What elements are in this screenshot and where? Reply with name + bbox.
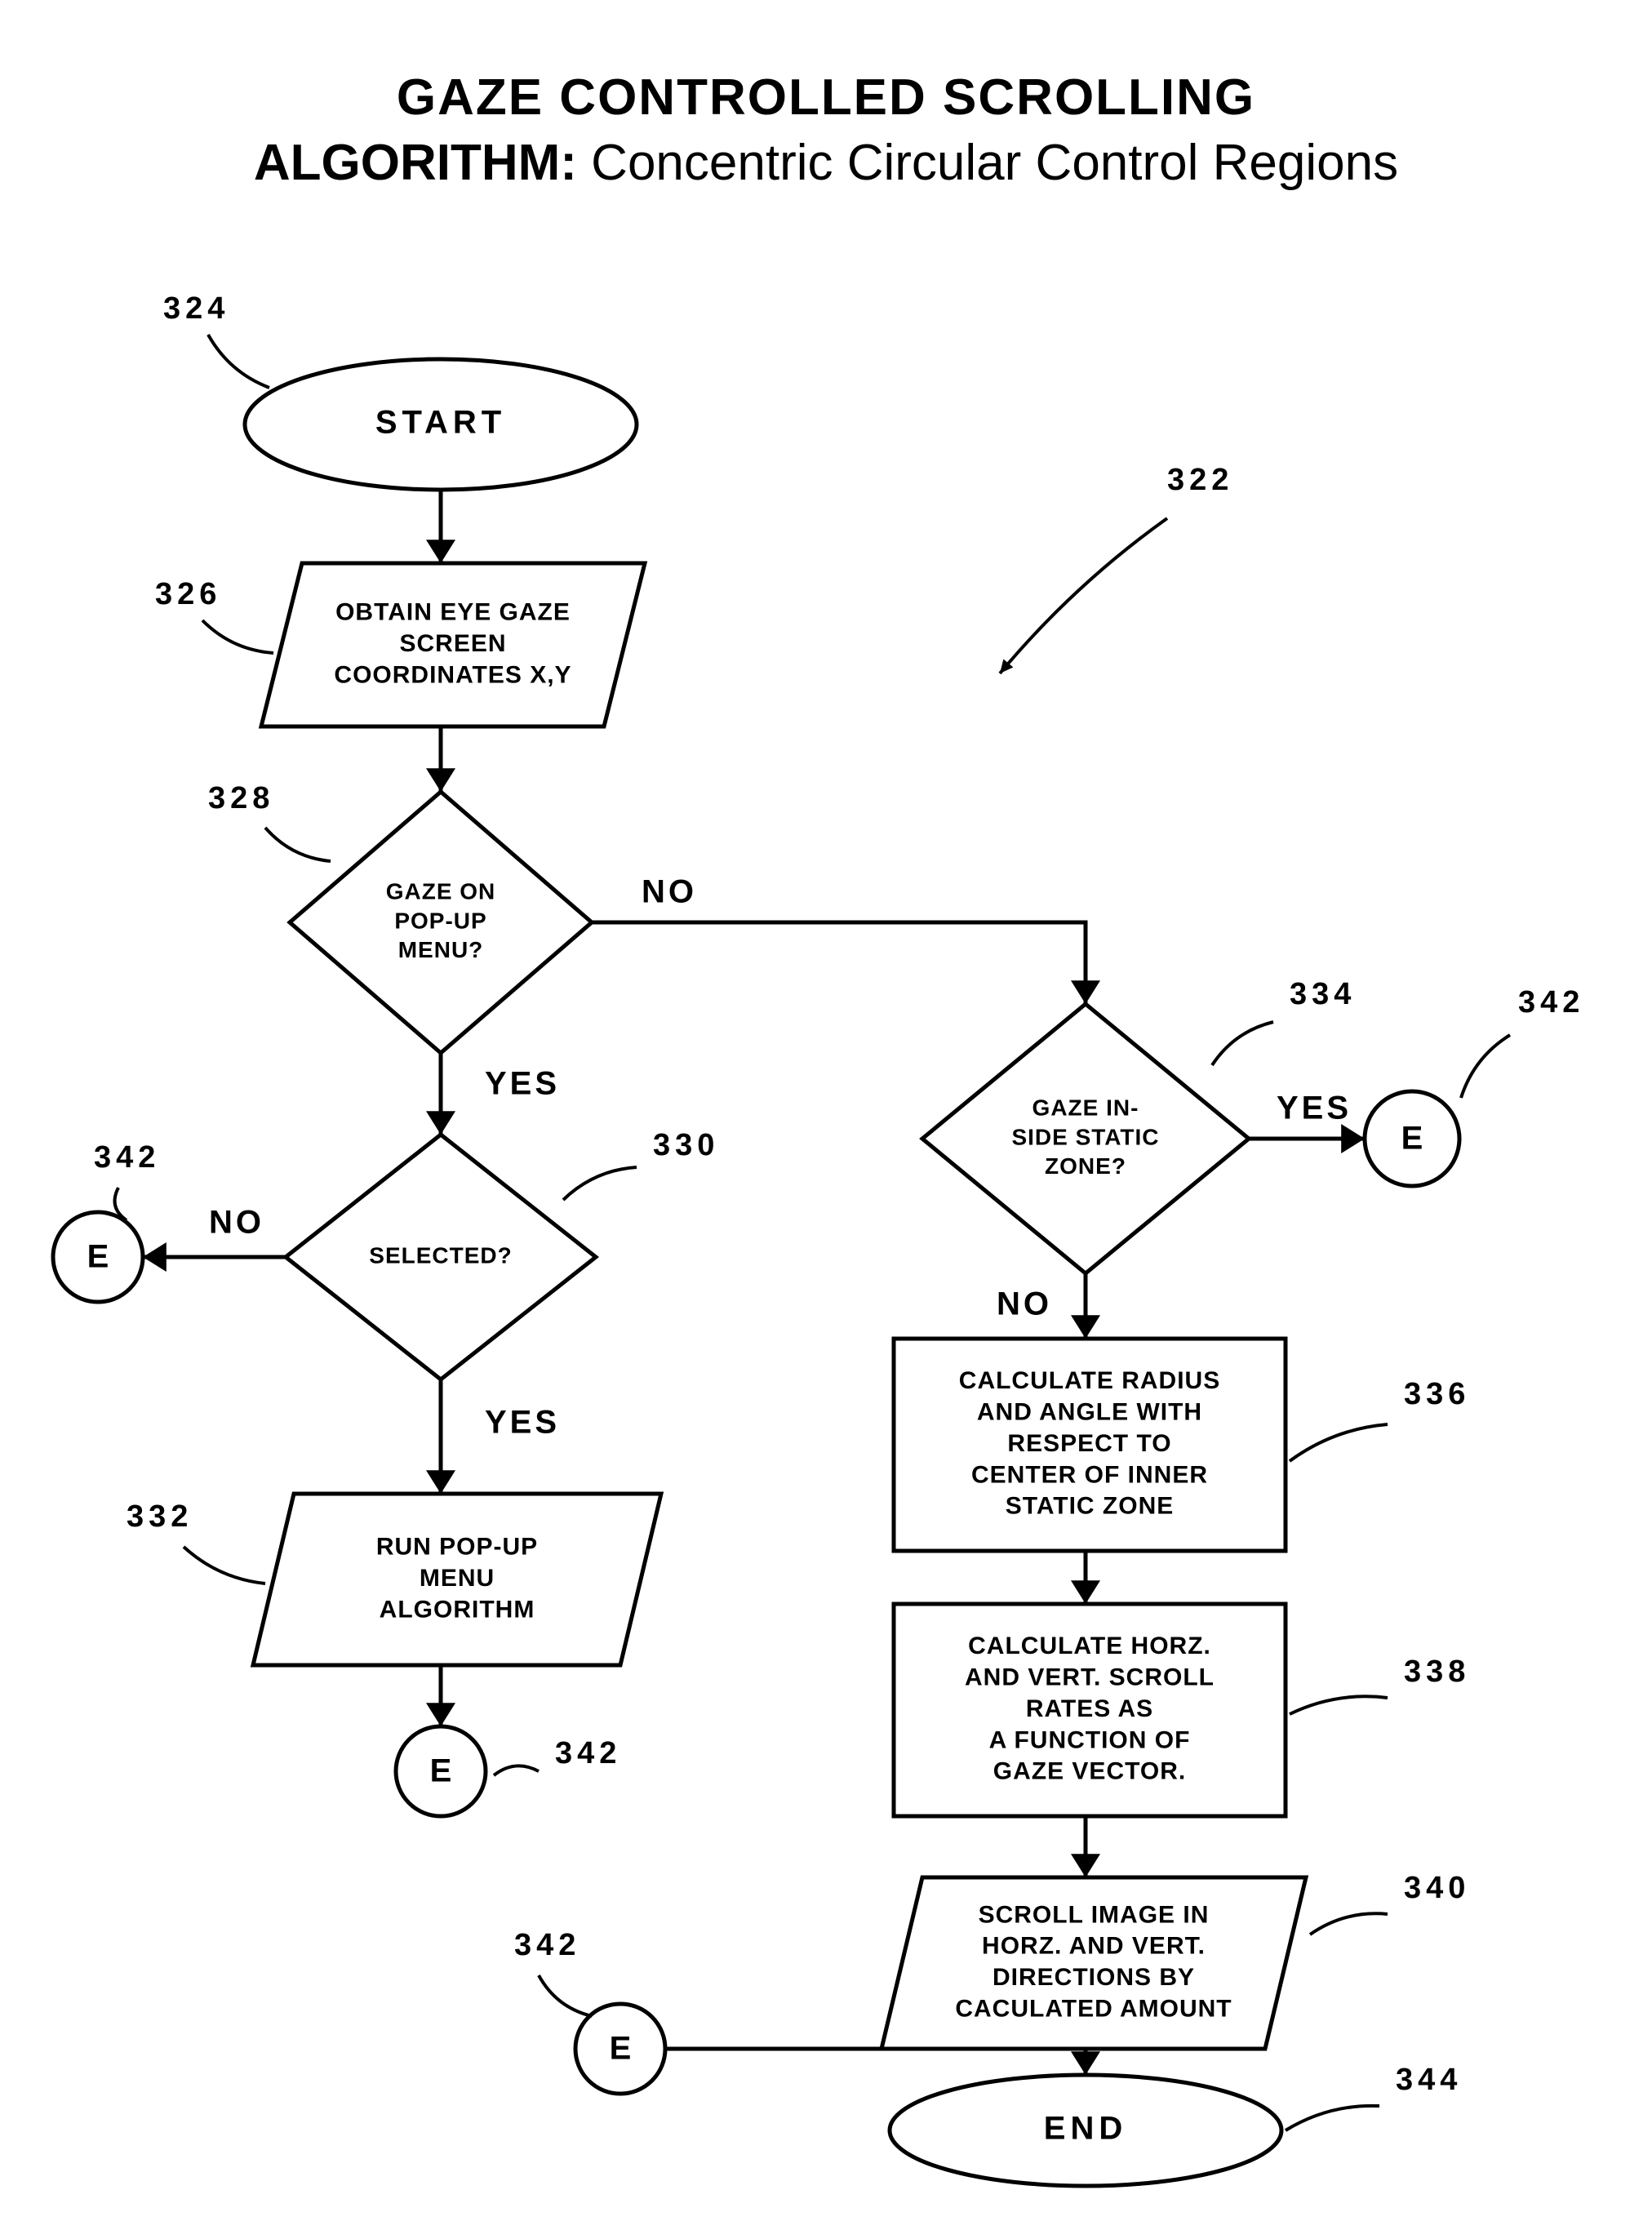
node-e_mid: E: [396, 1726, 486, 1816]
svg-text:CALCULATE RADIUS: CALCULATE RADIUS: [959, 1367, 1220, 1394]
svg-text:START: START: [375, 405, 506, 441]
svg-text:CACULATED AMOUNT: CACULATED AMOUNT: [955, 1996, 1232, 2023]
svg-text:SIDE STATIC: SIDE STATIC: [1011, 1124, 1159, 1149]
svg-text:GAZE CONTROLLED SCROLLING: GAZE CONTROLLED SCROLLING: [397, 69, 1255, 126]
svg-text:MENU?: MENU?: [398, 937, 484, 962]
svg-text:GAZE ON: GAZE ON: [386, 879, 496, 904]
svg-text:YES: YES: [1277, 1091, 1352, 1126]
svg-text:YES: YES: [485, 1066, 560, 1102]
ref-label: 328: [208, 781, 274, 815]
ref-label: 332: [127, 1499, 193, 1534]
ref-label: 342: [514, 1928, 580, 1962]
node-calc_radius: CALCULATE RADIUS AND ANGLE WITH RESPECT TO…: [894, 1339, 1286, 1551]
svg-text:GAZE VECTOR.: GAZE VECTOR.: [993, 1758, 1186, 1785]
svg-text:RATES AS: RATES AS: [1026, 1695, 1153, 1722]
node-e_left: E: [53, 1212, 143, 1302]
svg-text:GAZE IN-: GAZE IN-: [1032, 1095, 1139, 1121]
svg-text:SELECTED?: SELECTED?: [369, 1242, 512, 1268]
svg-text:SCREEN: SCREEN: [399, 630, 506, 657]
svg-text:E: E: [610, 2031, 632, 2067]
node-end: END: [890, 2075, 1281, 2186]
svg-text:AND VERT. SCROLL: AND VERT. SCROLL: [965, 1664, 1215, 1691]
svg-text:A FUNCTION OF: A FUNCTION OF: [989, 1726, 1191, 1753]
svg-text:AND ANGLE WITH: AND ANGLE WITH: [977, 1399, 1202, 1426]
svg-text:ALGORITHM: ALGORITHM: [380, 1596, 535, 1623]
node-calc_scroll: CALCULATE HORZ. AND VERT. SCROLL RATES AS A…: [894, 1604, 1286, 1816]
ref-label: 340: [1404, 1871, 1470, 1905]
ref-label: 334: [1290, 977, 1356, 1011]
svg-text:SCROLL IMAGE IN: SCROLL IMAGE IN: [979, 1901, 1210, 1928]
node-obtain: OBTAIN EYE GAZE SCREEN COORDINATES X,Y: [261, 563, 645, 726]
svg-text:ZONE?: ZONE?: [1045, 1153, 1126, 1179]
ref-label: 330: [653, 1128, 719, 1162]
node-e_right: E: [1365, 1091, 1459, 1186]
ref-label: 342: [94, 1140, 160, 1175]
svg-text:CENTER OF INNER: CENTER OF INNER: [971, 1461, 1208, 1488]
svg-text:NO: NO: [642, 874, 697, 910]
svg-text:CALCULATE HORZ.: CALCULATE HORZ.: [968, 1633, 1211, 1659]
svg-text:E: E: [1401, 1121, 1423, 1157]
ref-label: 336: [1404, 1377, 1470, 1411]
svg-text:COORDINATES X,Y: COORDINATES X,Y: [334, 661, 571, 688]
svg-text:E: E: [87, 1239, 109, 1275]
svg-text:NO: NO: [997, 1286, 1052, 1322]
node-start: START: [245, 359, 637, 490]
ref-label: 342: [555, 1736, 621, 1770]
ref-label: 322: [1167, 463, 1233, 497]
svg-text:RESPECT TO: RESPECT TO: [1007, 1430, 1171, 1457]
ref-label: 342: [1518, 985, 1584, 1019]
node-run_popup: RUN POP-UP MENU ALGORITHM: [253, 1494, 661, 1665]
svg-text:POP-UP: POP-UP: [394, 908, 486, 933]
svg-text:OBTAIN EYE GAZE: OBTAIN EYE GAZE: [335, 599, 571, 626]
node-e_bottom: E: [575, 2004, 665, 2094]
svg-text:E: E: [430, 1753, 452, 1789]
svg-text:ALGORITHM: Concentric Circular: ALGORITHM: Concentric Circular Control R…: [254, 135, 1398, 191]
ref-label: 324: [163, 291, 229, 326]
svg-text:STATIC ZONE: STATIC ZONE: [1006, 1493, 1175, 1520]
svg-text:END: END: [1044, 2111, 1127, 2147]
flowchart-canvas: GAZE CONTROLLED SCROLLING ALGORITHM: Conc…: [0, 0, 1652, 2230]
svg-text:DIRECTIONS BY: DIRECTIONS BY: [993, 1964, 1195, 1991]
svg-text:MENU: MENU: [420, 1565, 495, 1592]
svg-text:NO: NO: [209, 1205, 264, 1241]
ref-label: 344: [1396, 2063, 1462, 2097]
svg-text:HORZ. AND VERT.: HORZ. AND VERT.: [982, 1933, 1206, 1960]
svg-text:YES: YES: [485, 1405, 560, 1441]
node-scroll_img: SCROLL IMAGE IN HORZ. AND VERT. DIRECTIONS…: [882, 1877, 1306, 2049]
svg-text:RUN POP-UP: RUN POP-UP: [376, 1534, 538, 1561]
ref-label: 338: [1404, 1655, 1470, 1689]
ref-label: 326: [155, 577, 221, 611]
